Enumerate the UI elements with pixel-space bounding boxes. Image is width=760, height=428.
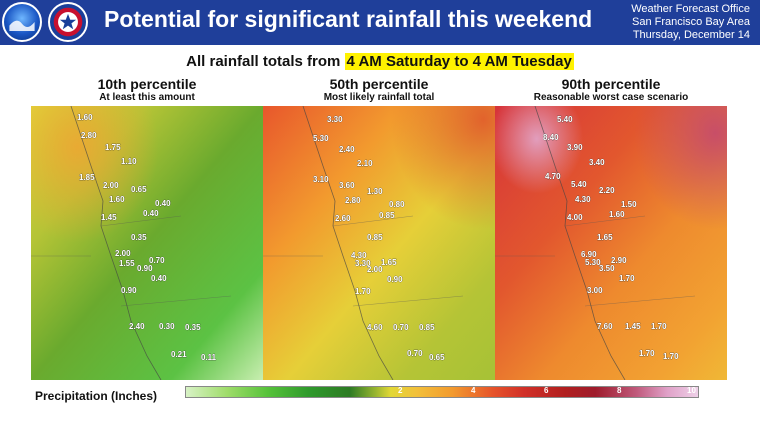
rain-label: 3.90 [567,143,583,152]
rain-label: 1.85 [79,173,95,182]
rain-label: 3.40 [589,158,605,167]
rain-label: 4.30 [351,251,367,260]
header-bar: Potential for significant rainfall this … [0,0,760,45]
panel-subtitle: Reasonable worst case scenario [533,92,689,103]
rain-label: 4.30 [575,195,591,204]
rain-label: 1.70 [619,274,635,283]
rain-label: 0.90 [387,275,403,284]
map-10th-percentile: 1.60 2.80 1.75 1.10 1.85 2.00 0.65 1.60 … [31,106,263,380]
rain-label: 3.50 [599,264,615,273]
rain-label: 4.60 [367,323,383,332]
rain-label: 0.85 [367,233,383,242]
rain-label: 1.60 [77,113,93,122]
rain-label: 1.70 [355,287,371,296]
legend-tick: 2 [398,386,403,395]
rain-label: 0.70 [407,349,423,358]
rain-label: 1.60 [109,195,125,204]
rain-label: 0.70 [149,256,165,265]
panel-title: 10th percentile [97,76,197,92]
rain-label: 1.70 [651,322,667,331]
panel-subtitle: At least this amount [99,92,195,103]
rain-label: 1.70 [639,349,655,358]
panel-title: 90th percentile [561,76,661,92]
rain-label: 4.00 [567,213,583,222]
rain-label: 3.00 [587,286,603,295]
rain-label: 0.40 [151,274,167,283]
panel-title: 50th percentile [329,76,429,92]
rain-label: 0.85 [419,323,435,332]
rain-label: 2.80 [345,196,361,205]
rain-label: 0.65 [131,185,147,194]
rain-label: 1.50 [621,200,637,209]
rain-label: 5.40 [571,180,587,189]
rain-label: 5.40 [557,115,573,124]
rain-label: 4.70 [545,172,561,181]
legend-tick: 6 [544,386,549,395]
rain-label: 2.20 [599,186,615,195]
nws-logo [48,2,88,42]
rain-label: 1.45 [101,213,117,222]
rain-label: 1.65 [597,233,613,242]
rain-label: 2.60 [335,214,351,223]
rain-label: 1.10 [121,157,137,166]
rain-label: 2.40 [129,322,145,331]
rain-label: 1.65 [381,258,397,267]
rain-label: 2.00 [103,181,119,190]
rain-label: 0.70 [393,323,409,332]
rain-label: 0.85 [379,211,395,220]
map-90th-percentile: 5.40 8.40 3.90 3.40 4.70 5.40 2.20 4.30 … [495,106,727,380]
rain-label: 1.30 [367,187,383,196]
rain-label: 2.80 [81,131,97,140]
rain-label: 8.40 [543,133,559,142]
rain-label: 2.10 [357,159,373,168]
rain-label: 0.30 [159,322,175,331]
rain-label: 5.30 [313,134,329,143]
rain-label: 1.75 [105,143,121,152]
panel-10th-header: 10th percentile At least this amount [31,76,263,104]
rain-label: 0.35 [131,233,147,242]
rain-label: 3.30 [355,259,371,268]
rain-label: 6.90 [581,250,597,259]
rain-label: 0.40 [143,209,159,218]
rain-label: 7.60 [597,322,613,331]
rain-label: 0.35 [185,323,201,332]
rain-label: 3.10 [313,175,329,184]
rain-label: 0.21 [171,350,187,359]
subtitle-highlight: 4 AM Saturday to 4 AM Tuesday [344,53,574,70]
rain-label: 0.11 [201,353,217,362]
panel-90th-header: 90th percentile Reasonable worst case sc… [495,76,727,104]
legend-tick: 8 [617,386,622,395]
rain-label: 2.00 [367,265,383,274]
map-50th-percentile: 3.30 5.30 2.40 2.10 3.10 3.60 1.30 2.80 … [263,106,495,380]
rain-label: 0.90 [121,286,137,295]
legend-title: Precipitation (Inches) [35,389,158,403]
legend-tick: 4 [471,386,476,395]
rain-label: 2.00 [115,249,131,258]
rain-label: 3.30 [327,115,343,124]
subtitle: All rainfall totals from 4 AM Saturday t… [0,53,760,70]
legend-color-bar [185,386,699,398]
panel-subtitle: Most likely rainfall total [323,92,435,103]
office-date: Thursday, December 14 [632,29,750,41]
rain-label: 1.60 [609,210,625,219]
rain-label: 1.55 [119,259,135,268]
rain-label: 0.90 [137,264,153,273]
subtitle-prefix: All rainfall totals from [186,53,345,70]
page-title: Potential for significant rainfall this … [104,6,593,32]
rain-label: 3.60 [339,181,355,190]
rain-label: 2.40 [339,145,355,154]
panel-50th-header: 50th percentile Most likely rainfall tot… [263,76,495,104]
rain-label: 0.40 [155,199,171,208]
rain-label: 1.45 [625,322,641,331]
rain-label: 0.80 [389,200,405,209]
office-region: San Francisco Bay Area [631,16,750,28]
rain-label: 2.90 [611,256,627,265]
noaa-logo [2,2,42,42]
office-info: Weather Forecast Office San Francisco Ba… [631,3,750,42]
rain-label: 0.65 [429,353,445,362]
rain-label: 1.70 [663,352,679,361]
legend-tick: 10 [687,386,696,395]
office-name: Weather Forecast Office [631,3,750,15]
rain-label: 5.30 [585,258,601,267]
